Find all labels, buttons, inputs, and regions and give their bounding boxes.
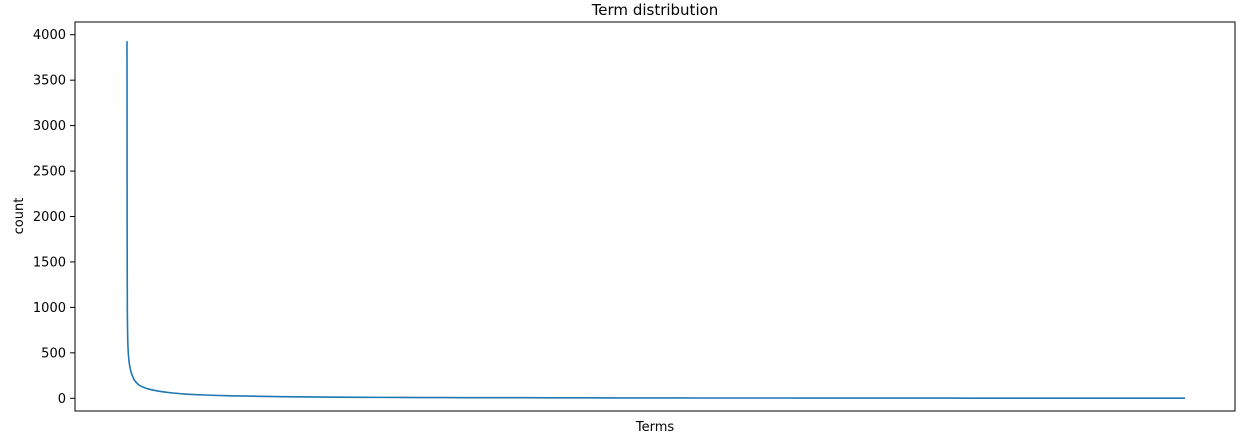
plot-frame xyxy=(74,21,1236,412)
y-tick-label: 4000 xyxy=(33,28,66,43)
chart-title: Term distribution xyxy=(591,1,719,19)
x-axis-label: Terms xyxy=(635,420,675,435)
y-tick-label: 500 xyxy=(41,346,66,361)
y-axis: 0 500 1000 1500 2000 2500 3000 3500 4000 xyxy=(33,28,75,407)
series-line xyxy=(126,41,1185,399)
y-tick-label: 0 xyxy=(58,392,66,407)
plot-area xyxy=(74,21,1236,412)
series-group xyxy=(126,41,1185,399)
y-tick-label: 2500 xyxy=(33,165,66,180)
y-tick-label: 1000 xyxy=(33,301,66,316)
y-axis-label: count xyxy=(12,198,27,235)
y-tick-label: 3000 xyxy=(33,119,66,134)
y-tick-label: 1500 xyxy=(33,255,66,270)
y-tick-label: 3500 xyxy=(33,74,66,89)
y-tick-label: 2000 xyxy=(33,210,66,225)
